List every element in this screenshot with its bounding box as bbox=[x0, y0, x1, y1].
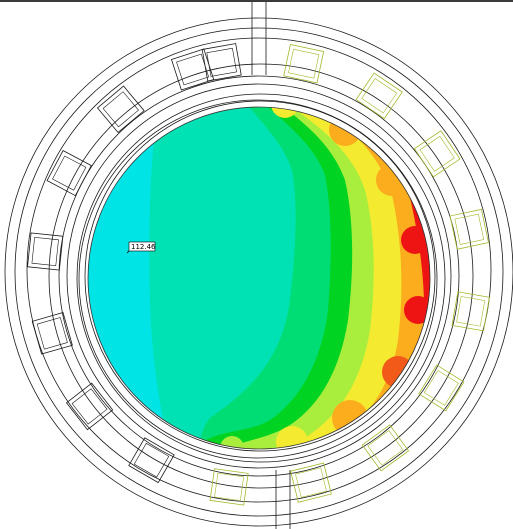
electrode-boxes bbox=[27, 43, 490, 506]
electrode-box-inner bbox=[102, 91, 139, 128]
hotspot-blobs bbox=[220, 107, 430, 449]
electrode-box-inner bbox=[52, 155, 87, 191]
electrode-box-inner bbox=[419, 135, 455, 172]
electrode-box-inner bbox=[71, 388, 108, 425]
electrode-box-inner bbox=[176, 53, 210, 86]
viewport-top-border bbox=[0, 0, 513, 2]
outer-ring-1 bbox=[4, 17, 513, 527]
electrode-box-inner bbox=[456, 296, 486, 327]
outer-ring-6 bbox=[66, 83, 452, 469]
outer-wireframe bbox=[4, 17, 513, 527]
electrode-box bbox=[413, 130, 461, 178]
electrode-box-outer bbox=[27, 232, 64, 271]
electrode-box-inner bbox=[423, 370, 459, 406]
electrode-box-inner bbox=[295, 467, 327, 498]
electrode-box-inner bbox=[367, 430, 404, 466]
electrode-box-inner bbox=[361, 78, 398, 114]
electrode-box bbox=[170, 48, 215, 91]
electrode-box-outer bbox=[65, 382, 114, 431]
electrode-box bbox=[46, 150, 92, 197]
electrode-box-outer bbox=[451, 291, 490, 332]
electrode-box-outer bbox=[170, 48, 215, 91]
outer-ring-3 bbox=[26, 37, 492, 503]
hotspot-top bbox=[271, 107, 299, 118]
electrode-box-outer bbox=[418, 364, 465, 412]
hotspot-right-low bbox=[404, 296, 430, 324]
disc-outline bbox=[87, 106, 431, 450]
electrode-box-inner bbox=[31, 236, 59, 267]
electrode-box bbox=[31, 312, 73, 355]
shaft-lines bbox=[251, 2, 291, 529]
electrode-box-outer bbox=[128, 437, 175, 484]
electrode-box-outer bbox=[283, 44, 325, 84]
inner-ring-2 bbox=[78, 99, 438, 459]
electrode-box-inner bbox=[36, 317, 68, 350]
electrode-box-inner bbox=[454, 213, 485, 245]
probe-label-box bbox=[128, 241, 156, 252]
inner-ring-3 bbox=[84, 100, 436, 452]
electrode-box bbox=[128, 437, 175, 484]
electrode-box bbox=[65, 382, 114, 431]
probe-annotation[interactable]: 112.46 bbox=[126, 241, 156, 254]
electrode-box-outer bbox=[96, 85, 145, 134]
outer-ring-5 bbox=[58, 75, 460, 477]
electrode-box-inner bbox=[288, 48, 320, 79]
electrode-box-outer bbox=[209, 468, 249, 506]
electrode-box bbox=[449, 208, 489, 250]
outer-ring-4 bbox=[48, 63, 474, 489]
electrode-box-outer bbox=[449, 208, 489, 250]
electrode-box-outer bbox=[290, 462, 332, 503]
electrode-box bbox=[27, 232, 64, 271]
electrode-box-outer bbox=[355, 72, 403, 120]
electrode-box bbox=[451, 291, 490, 332]
hotspot-right-upper bbox=[376, 164, 408, 196]
electrode-box bbox=[290, 462, 332, 503]
electrode-box-inner bbox=[133, 442, 170, 478]
probe-value-label: 112.46 bbox=[131, 243, 156, 251]
electrode-box-outer bbox=[413, 130, 461, 178]
electrode-box bbox=[355, 72, 403, 120]
inner-ring-1 bbox=[76, 93, 446, 463]
electrode-box-inner bbox=[214, 472, 244, 501]
electrode-box-outer bbox=[31, 312, 73, 355]
outer-ring-2 bbox=[14, 27, 504, 517]
electrode-box bbox=[361, 424, 410, 472]
electrode-box bbox=[283, 44, 325, 84]
hotspot-right-mid bbox=[401, 226, 429, 254]
electrode-box-outer bbox=[46, 150, 92, 197]
electrode-box bbox=[418, 364, 465, 412]
electrode-box-outer bbox=[361, 424, 410, 472]
hotspot-bottom bbox=[276, 426, 308, 449]
electrode-box bbox=[96, 85, 145, 134]
electrode-box bbox=[209, 468, 249, 506]
